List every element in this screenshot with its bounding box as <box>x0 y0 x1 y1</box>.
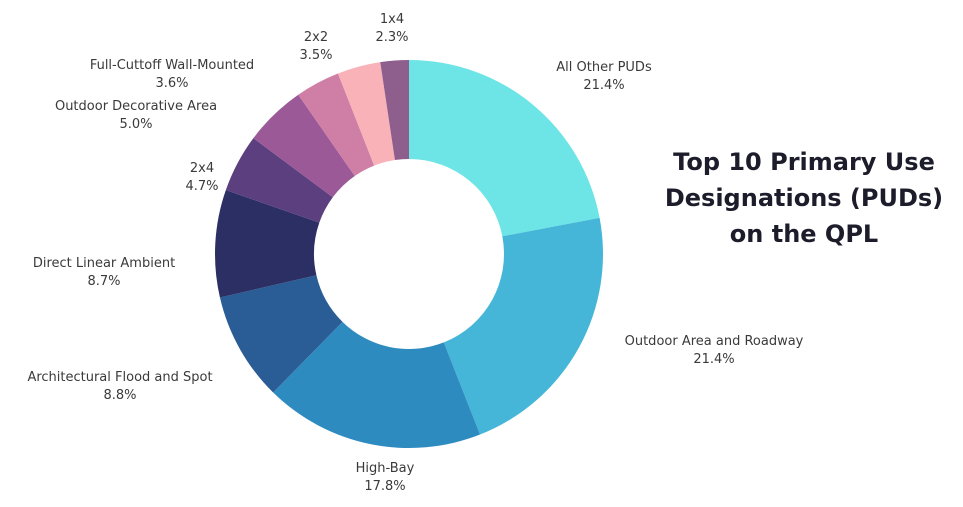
slice-label-full-cuttoff-wall-mounted: Full-Cuttoff Wall-Mounted 3.6% <box>89 58 255 91</box>
donut-slice-full-cuttoff-wall-mounted <box>298 73 375 177</box>
slice-label-architectural-flood-and-spot: Architectural Flood and Spot 8.8% <box>27 370 213 403</box>
slice-label-1x4: 1x4 2.3% <box>375 12 409 45</box>
donut-slice-outdoor-decorative-area <box>253 94 355 198</box>
donut-slice-all-other-puds <box>409 60 600 237</box>
slice-label-outdoor-decorative-area: Outdoor Decorative Area 5.0% <box>54 99 218 132</box>
chart-title: Top 10 Primary Use Designations (PUDs) o… <box>654 144 954 252</box>
slice-label-all-other-puds: All Other PUDs 21.4% <box>556 60 652 93</box>
donut-slice-1x4 <box>380 60 409 161</box>
slice-label-2x2: 2x2 3.5% <box>299 30 333 63</box>
donut-slice-2x2 <box>337 62 395 166</box>
chart-title-line-2: Designations (PUDs) <box>664 184 944 212</box>
donut-slice-architectural-flood-and-spot <box>219 275 343 393</box>
slice-label-2x4: 2x4 4.7% <box>185 161 219 194</box>
chart-title-line-1: Top 10 Primary Use <box>673 148 935 176</box>
slice-label-direct-linear-ambient: Direct Linear Ambient 8.7% <box>32 256 176 289</box>
chart-title-line-3: on the QPL <box>729 220 879 248</box>
slice-label-outdoor-area-and-roadway: Outdoor Area and Roadway 21.4% <box>624 334 804 367</box>
donut-slice-direct-linear-ambient <box>215 190 320 298</box>
slice-label-high-bay: High-Bay 17.8% <box>355 461 415 494</box>
donut-slice-2x4 <box>225 138 333 223</box>
donut-slice-outdoor-area-and-roadway <box>443 217 603 435</box>
donut-slice-high-bay <box>273 321 481 449</box>
